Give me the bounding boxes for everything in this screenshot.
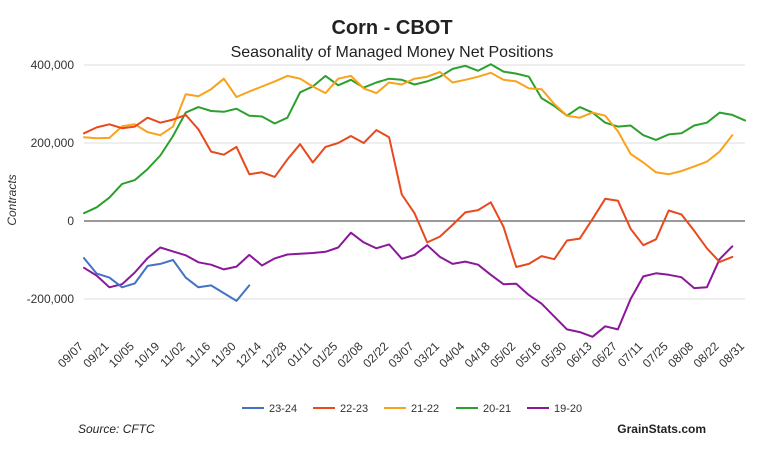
y-tick-label: 400,000: [31, 58, 75, 72]
legend-item: 19-20: [527, 403, 582, 415]
x-axis-ticks: 09/0709/2110/0510/1911/0211/1611/3012/14…: [55, 339, 747, 370]
y-axis-label: Contracts: [5, 174, 19, 225]
series-line-19-20: [83, 231, 734, 338]
legend-item: 22-23: [313, 403, 368, 415]
x-tick-label: 04/04: [436, 339, 467, 370]
x-tick-label: 03/07: [385, 339, 416, 370]
x-tick-label: 09/21: [80, 339, 111, 370]
y-tick-label: -200,000: [27, 292, 75, 306]
chart-subtitle: Seasonality of Managed Money Net Positio…: [231, 44, 554, 61]
legend-label: 22-23: [340, 403, 368, 415]
x-tick-label: 10/05: [106, 339, 137, 370]
series-line-22-23: [83, 113, 734, 268]
x-tick-label: 08/22: [691, 339, 722, 370]
source-note: Source: CFTC: [78, 422, 155, 436]
legend-label: 19-20: [554, 403, 582, 415]
y-axis-ticks: 400,000 200,000 0 -200,000: [27, 58, 75, 306]
x-tick-label: 11/02: [157, 339, 188, 370]
chart-title: Corn - CBOT: [331, 17, 452, 39]
x-tick-label: 12/14: [233, 339, 264, 370]
legend-label: 23-24: [269, 403, 297, 415]
x-tick-label: 02/08: [335, 339, 366, 370]
series-line-20-21: [83, 63, 746, 215]
y-tick-label: 0: [67, 214, 74, 228]
x-tick-label: 12/28: [258, 339, 289, 370]
x-tick-label: 07/11: [615, 339, 646, 370]
x-tick-label: 02/22: [360, 339, 391, 370]
x-tick-label: 11/30: [208, 339, 239, 370]
x-tick-label: 03/21: [411, 339, 442, 370]
x-tick-label: 01/25: [309, 339, 340, 370]
series-line-23-24: [83, 257, 251, 302]
x-tick-label: 08/08: [665, 339, 696, 370]
series-lines: [83, 63, 746, 338]
x-tick-label: 05/02: [487, 339, 518, 370]
legend-label: 20-21: [483, 403, 511, 415]
x-tick-label: 06/27: [589, 339, 620, 370]
x-tick-label: 05/30: [538, 339, 569, 370]
x-tick-label: 11/16: [183, 339, 214, 370]
legend-label: 21-22: [411, 403, 439, 415]
x-tick-label: 10/19: [131, 339, 162, 370]
x-tick-label: 01/11: [284, 339, 315, 370]
legend-item: 20-21: [456, 403, 511, 415]
x-tick-label: 04/18: [462, 339, 493, 370]
legend-item: 21-22: [384, 403, 439, 415]
x-tick-label: 08/31: [716, 339, 747, 370]
x-tick-label: 07/25: [640, 339, 671, 370]
y-tick-label: 200,000: [31, 136, 75, 150]
gridlines: [84, 64, 745, 300]
x-tick-label: 09/07: [55, 339, 86, 370]
brand-label: GrainStats.com: [617, 422, 706, 436]
x-tick-label: 05/16: [513, 339, 544, 370]
legend-item: 23-24: [242, 403, 297, 415]
legend: 23-24 22-23 21-22 20-21 19-20: [242, 403, 582, 415]
series-line-21-22: [83, 71, 734, 176]
x-tick-label: 06/13: [563, 339, 594, 370]
